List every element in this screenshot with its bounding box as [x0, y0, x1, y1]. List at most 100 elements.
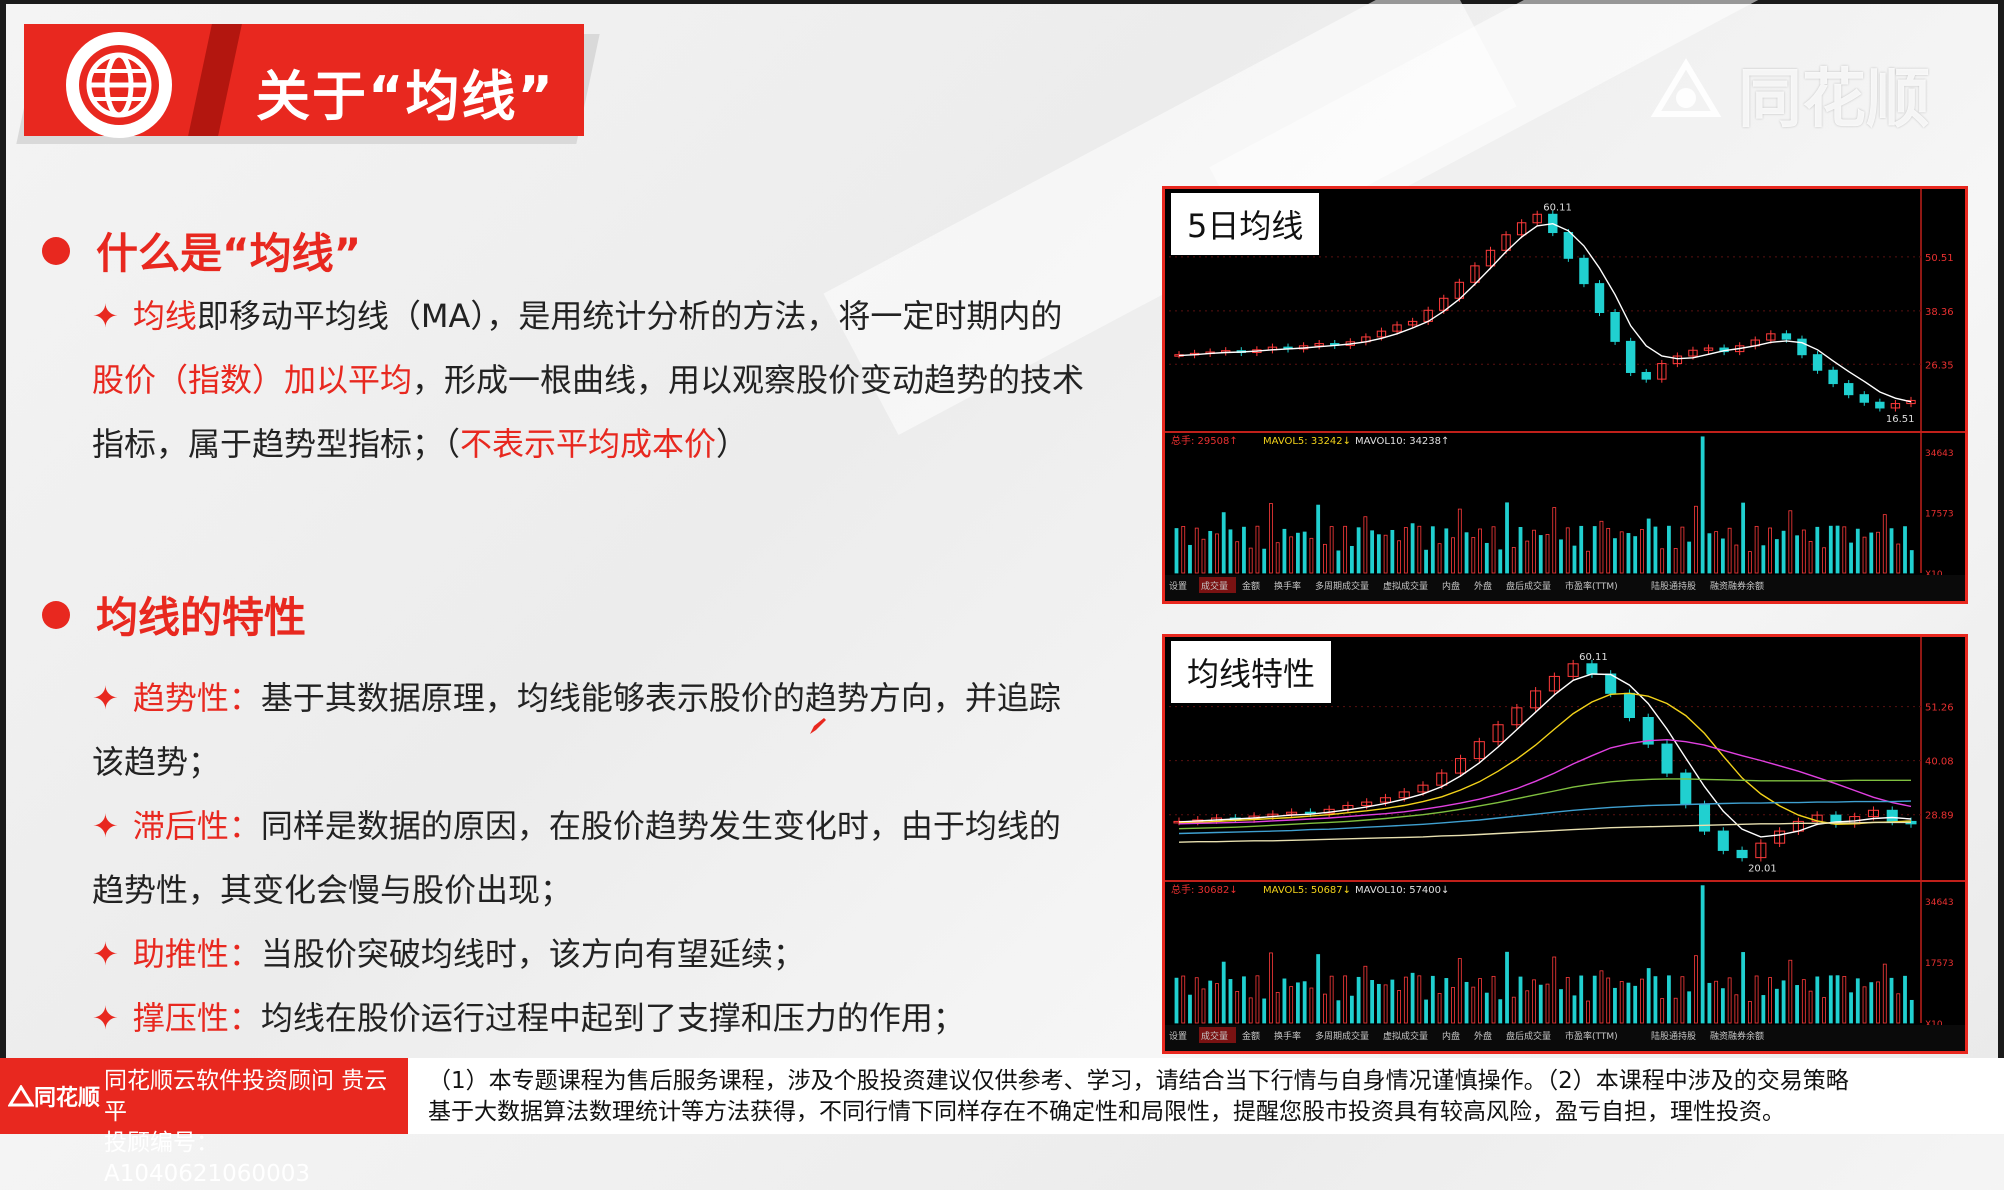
volume-bar	[1194, 977, 1199, 1024]
volume-bar	[1221, 961, 1226, 1024]
candle	[1516, 222, 1527, 236]
volume-bar	[1437, 543, 1442, 574]
candle	[1717, 830, 1729, 851]
property-term: 趋势性：	[132, 679, 261, 717]
volume-bar	[1720, 988, 1725, 1024]
volume-bar	[1565, 977, 1570, 1024]
bullet-icon	[42, 600, 70, 629]
advisor-text: 同花顺云软件投资顾问 贵云平 投顾编号：A1040621060003	[104, 1066, 408, 1190]
volume-bar	[1714, 531, 1719, 574]
definition-text-d: ）	[716, 425, 749, 463]
volume-bar	[1808, 541, 1813, 574]
property-text: 同样是数据的原因，在股价趋势发生变化时，由于均线的	[260, 807, 1061, 845]
property-text-cont: 趋势性，其变化会慢与股价出现；	[92, 871, 573, 909]
volume-legend: 总手: 29508↑	[1171, 434, 1238, 447]
volume-bar	[1741, 502, 1746, 574]
volume-bar	[1613, 538, 1617, 574]
candle	[1797, 338, 1807, 356]
sparkle-icon: ✦	[92, 999, 119, 1037]
candle	[1688, 349, 1698, 357]
definition-highlight: 股价（指数）加以平均	[92, 361, 413, 399]
volume-bar	[1660, 998, 1665, 1024]
volume-bar	[1390, 529, 1395, 574]
indicator-tab: 外盘	[1474, 580, 1492, 592]
ma-line-ma5	[1178, 222, 1912, 403]
y-tick-label: 26.35	[1925, 360, 1954, 371]
volume-bar	[1828, 525, 1833, 574]
property-term: 助推性：	[132, 935, 261, 973]
volume-bar	[1349, 545, 1354, 574]
volume-bar	[1215, 983, 1219, 1024]
volume-legend: MAVOL5: 33242↓	[1263, 436, 1351, 447]
volume-bar	[1633, 985, 1638, 1024]
chart-title: 均线特性	[1171, 641, 1332, 703]
volume-bar	[1579, 525, 1584, 574]
tonghuashun-logo-icon	[8, 1085, 34, 1107]
volume-bar	[1808, 990, 1813, 1024]
candle	[1361, 801, 1373, 806]
volume-bar	[1538, 984, 1543, 1024]
property-text: 基于其数据原理，均线能够表示股价的趋势方向，并追踪	[260, 679, 1061, 717]
volume-bar	[1734, 544, 1739, 574]
candle	[1657, 363, 1667, 380]
volume-bar	[1734, 994, 1739, 1024]
tonghuashun-logo-icon	[1650, 58, 1722, 117]
candle	[1379, 797, 1391, 803]
globe-icon	[66, 32, 172, 138]
indicator-tab: 金额	[1242, 580, 1260, 592]
volume-bar	[1822, 997, 1826, 1024]
footer-logo: 同花顺	[8, 1080, 100, 1112]
volume-bar	[1559, 989, 1563, 1024]
volume-bar	[1336, 1000, 1341, 1024]
volume-bar	[1849, 542, 1853, 574]
property-text: 均线在股价运行过程中起到了支撑和压力的作用；	[260, 999, 965, 1037]
high-price-label: 60.11	[1543, 202, 1572, 213]
volume-bar	[1687, 991, 1692, 1024]
volume-bar	[1640, 529, 1644, 574]
volume-bar	[1909, 550, 1914, 574]
definition-text-c: 指标，属于趋势型指标；（	[92, 425, 461, 463]
candle	[1439, 297, 1449, 311]
volume-bar	[1430, 526, 1435, 574]
volume-bar	[1835, 525, 1840, 574]
volume-bar	[1235, 991, 1240, 1024]
volume-bar	[1356, 527, 1361, 574]
chart-ma5: 50.51 38.36 26.35 60.11 16.51 总手: 29508↑ MAVOL…	[1162, 186, 1968, 604]
volume-bar	[1849, 992, 1853, 1024]
volume-bar	[1228, 529, 1233, 574]
volume-bar	[1329, 526, 1334, 574]
volume-bar	[1498, 999, 1503, 1024]
sparkle-icon: ✦	[92, 679, 119, 717]
indicator-tab-active	[1199, 577, 1236, 593]
volume-bar	[1673, 548, 1678, 574]
indicator-tab: 换手率	[1274, 580, 1301, 592]
volume-bar	[1586, 1000, 1590, 1024]
candle	[1867, 809, 1879, 818]
chart-ma-properties-svg: 51.26 40.08 28.89 60.11 20.01 总手: 30682↓ MAVOL…	[1165, 637, 1965, 1051]
volume-bar	[1343, 525, 1348, 574]
volume-bar	[1700, 885, 1705, 1024]
volume-bar	[1275, 542, 1280, 574]
indicator-tab: 虚拟成交量	[1383, 580, 1428, 592]
volume-bar	[1430, 975, 1435, 1024]
volume-bar	[1896, 993, 1901, 1024]
candle	[1532, 213, 1542, 224]
volume-bar	[1572, 995, 1577, 1024]
candle	[1567, 663, 1579, 677]
volume-bar	[1882, 514, 1887, 574]
volume-bar	[1410, 523, 1415, 574]
candle	[1828, 369, 1838, 385]
definition-text-b: ，形成一根曲线，用以观察股价变动趋势的技术	[412, 361, 1085, 399]
volume-bar	[1188, 544, 1192, 574]
volume-bar	[1329, 975, 1334, 1024]
volume-bar	[1336, 550, 1341, 574]
volume-bar	[1363, 516, 1368, 574]
indicator-tab: 融资融券余额	[1710, 580, 1764, 592]
candle	[1579, 257, 1589, 285]
volume-bar	[1302, 531, 1307, 574]
volume-bar	[1592, 975, 1597, 1024]
volume-bar	[1174, 977, 1179, 1024]
volume-bar	[1707, 982, 1712, 1024]
candle	[1625, 340, 1636, 373]
volume-bar	[1842, 976, 1847, 1024]
